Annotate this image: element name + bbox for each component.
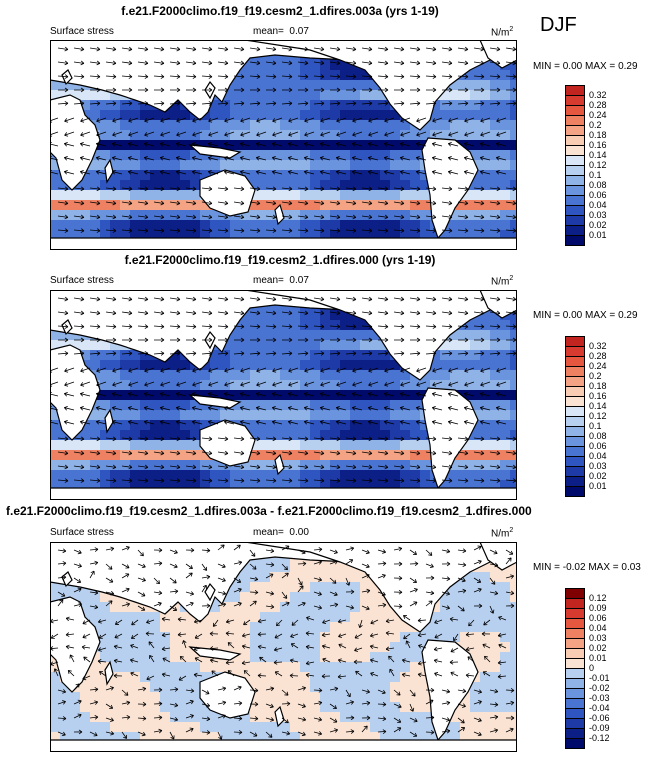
colorbar-tick-label: 0.02 — [589, 220, 607, 230]
land-masses — [50, 290, 517, 500]
panel-1-title: f.e21.F2000climo.f19_f19.cesm2_1.dfires.… — [121, 4, 439, 18]
colorbar-tick-label: 0.03 — [589, 210, 607, 220]
colorbar-tick-label: 0.02 — [589, 471, 607, 481]
panel-3-units: N/m2 — [491, 527, 514, 540]
colorbar-tick-label: 0.06 — [589, 190, 607, 200]
wind-stress-vectors — [50, 296, 517, 483]
colorbar-tick-label: 0.18 — [589, 130, 607, 140]
colorbar-tick-label: 0.03 — [589, 461, 607, 471]
panel-1-map — [50, 40, 517, 250]
colorbar-tick-label: 0.14 — [589, 401, 607, 411]
colorbar-tick-label: 0.09 — [589, 603, 607, 613]
panel-1-minmax: MIN = 0.00 MAX = 0.29 — [533, 61, 638, 72]
colorbar-tick-label: 0.2 — [589, 120, 602, 130]
coastline-greenland — [479, 542, 517, 571]
coastline-nz — [274, 705, 285, 728]
colorbar-tick-label: 0.12 — [589, 593, 607, 603]
panel-3-minmax: MIN = -0.02 MAX = 0.03 — [533, 562, 641, 573]
panel-1-colorbar: 0.32 0.28 0.24 0.2 0.18 0.16 0.14 0.12 0.1 0.08 0.… — [565, 85, 625, 246]
colorbar-tick-label: 0.01 — [589, 230, 607, 240]
coastline-antarctica — [50, 237, 517, 250]
wind-stress-vectors — [50, 46, 517, 233]
panel-2-title: f.e21.F2000climo.f19_f19.cesm2_1.dfires.… — [124, 253, 436, 267]
colorbar-tick-label: 0.06 — [589, 613, 607, 623]
wind-stress-vectors — [50, 544, 515, 740]
colorbar-tick-label: 0.24 — [589, 110, 607, 120]
colorbar-tick-label: 0.03 — [589, 633, 607, 643]
coastline-antarctica — [50, 739, 517, 752]
colorbar-tick-label: 0.06 — [589, 441, 607, 451]
coastline-greenland — [479, 290, 517, 319]
coastline-africa — [50, 596, 101, 693]
panel-3-map — [50, 542, 517, 752]
panel-2-colorbar: 0.32 0.28 0.24 0.2 0.18 0.16 0.14 0.12 0.1 0.08 0.… — [565, 336, 625, 497]
colorbar-tick-label: 0.28 — [589, 100, 607, 110]
colorbar-tick-label: -0.12 — [589, 733, 610, 743]
colorbar-tick-label: -0.01 — [589, 673, 610, 683]
coastline-samerica — [421, 639, 479, 742]
panel-1-mean: mean= 0.07 — [253, 26, 309, 37]
panel-2-map — [50, 290, 517, 500]
coastline-nz — [274, 203, 285, 226]
coastline-indonesia — [188, 144, 242, 159]
coastline-uk — [61, 571, 73, 588]
panel-1-variable: Surface stress — [50, 26, 114, 37]
colorbar-swatch — [565, 486, 585, 497]
colorbar-tick-label: -0.03 — [589, 693, 610, 703]
colorbar-tick-label: 0.2 — [589, 371, 602, 381]
colorbar-tick-label: 0.1 — [589, 421, 602, 431]
colorbar-swatch — [565, 235, 585, 246]
coastline-antarctica — [50, 487, 517, 500]
coastline-indonesia — [188, 646, 242, 661]
coastline-japan — [204, 582, 216, 602]
colorbar-tick-label: 0.32 — [589, 90, 607, 100]
panel-2-units: N/m2 — [491, 275, 514, 288]
panel-3-mean: mean= 0.00 — [253, 527, 309, 538]
colorbar-tick-label: 0.18 — [589, 381, 607, 391]
colorbar-tick-label: 0.01 — [589, 653, 607, 663]
colorbar-tick-label: 0.1 — [589, 170, 602, 180]
colorbar-tick-label: 0.08 — [589, 180, 607, 190]
colorbar-tick-label: 0.04 — [589, 200, 607, 210]
colorbar-tick-label: -0.06 — [589, 713, 610, 723]
colorbar-tick-label: 0.32 — [589, 341, 607, 351]
colorbar-tick-label: 0.28 — [589, 351, 607, 361]
panel-3-title: f.e21.F2000climo.f19_f19.cesm2_1.dfires.… — [6, 504, 532, 518]
colorbar-swatch — [565, 738, 585, 749]
panel-1-units: N/m2 — [491, 26, 514, 39]
colorbar-tick-label: -0.04 — [589, 703, 610, 713]
coastline-madagascar — [104, 660, 114, 686]
colorbar-tick-label: 0.12 — [589, 160, 607, 170]
colorbar-tick-label: 0.24 — [589, 361, 607, 371]
colorbar-tick-label: 0.04 — [589, 623, 607, 633]
coastline-indonesia — [188, 394, 242, 409]
panel-3-variable: Surface stress — [50, 527, 114, 538]
panel-2-minmax: MIN = 0.00 MAX = 0.29 — [533, 310, 638, 321]
season-label: DJF — [540, 14, 577, 36]
colorbar-tick-label: 0.12 — [589, 411, 607, 421]
panel-3-colorbar: 0.12 0.09 0.06 0.04 0.03 0.02 0.01 0 -0.01 -0.02-… — [565, 588, 625, 749]
coastline-nz — [274, 453, 285, 476]
colorbar-tick-label: 0.16 — [589, 391, 607, 401]
colorbar-tick-label: 0.01 — [589, 481, 607, 491]
coastline-greenland — [479, 40, 517, 69]
colorbar-tick-label: 0.02 — [589, 643, 607, 653]
colorbar-tick-label: -0.02 — [589, 683, 610, 693]
panel-2-variable: Surface stress — [50, 275, 114, 286]
colorbar-tick-label: 0 — [589, 663, 595, 673]
panel-2-mean: mean= 0.07 — [253, 275, 309, 286]
colorbar-tick-label: -0.09 — [589, 723, 610, 733]
colorbar-tick-label: 0.04 — [589, 451, 607, 461]
colorbar-tick-label: 0.08 — [589, 431, 607, 441]
colorbar-tick-label: 0.16 — [589, 140, 607, 150]
colorbar-tick-label: 0.14 — [589, 150, 607, 160]
